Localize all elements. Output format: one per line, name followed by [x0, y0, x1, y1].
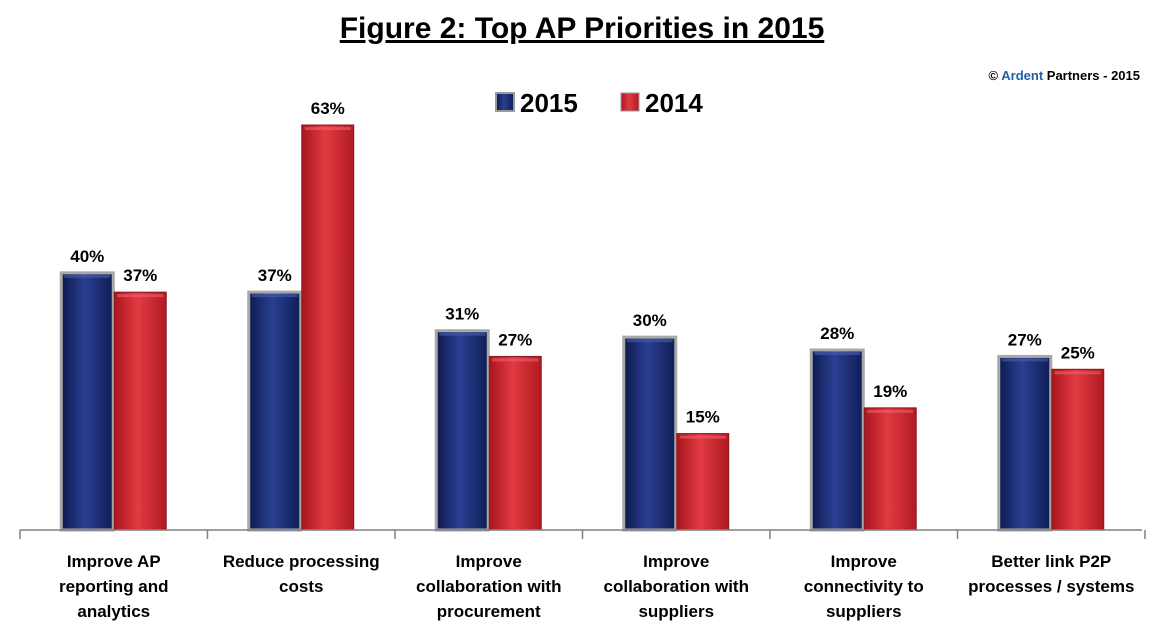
legend-label-2014: 2014	[645, 88, 703, 118]
category-label-improve-collaboration-with-suppliers: Improve collaboration with suppliers	[604, 552, 749, 621]
category-label-improve-ap-reporting-and-analytics: Improve AP reporting and analytics	[59, 552, 169, 621]
copyright-suffix: Partners - 2015	[1043, 68, 1140, 83]
bar-bevel-2014-improve-collaboration-with-procurement	[492, 358, 539, 362]
bar-bevel-2015-better-link-p2p-processes-systems	[1001, 358, 1048, 362]
category-label-improve-collaboration-with-procurement: Improve collaboration with procurement	[416, 552, 561, 621]
x-axis-ticks	[19, 530, 1146, 539]
data-label-2014-improve-connectivity-to-suppliers: 19%	[873, 382, 907, 401]
bar-2014-improve-collaboration-with-procurement	[488, 355, 542, 531]
data-label-2014-reduce-processing-costs: 63%	[311, 99, 345, 118]
data-label-2015-improve-collaboration-with-suppliers: 30%	[633, 311, 667, 330]
data-label-2015-improve-ap-reporting-and-analytics: 40%	[70, 247, 104, 266]
bar-bevel-2014-reduce-processing-costs	[304, 127, 351, 130]
bar-bevel-2015-improve-collaboration-with-suppliers	[626, 339, 673, 343]
legend-swatch-2014	[620, 92, 640, 112]
bar-bevel-2014-improve-ap-reporting-and-analytics	[117, 294, 164, 298]
data-label-2014-improve-collaboration-with-suppliers: 15%	[686, 408, 720, 427]
bar-2014-improve-connectivity-to-suppliers	[863, 407, 917, 531]
legend-swatch-2015	[495, 92, 515, 112]
category-label-improve-connectivity-to-suppliers: Improve connectivity to suppliers	[804, 552, 924, 621]
data-label-2014-improve-collaboration-with-procurement: 27%	[498, 330, 532, 349]
copyright-prefix: ©	[989, 68, 1002, 83]
legend: 2015 2014	[495, 88, 703, 118]
copyright-text: © Ardent Partners - 2015	[989, 68, 1140, 83]
bar-bevel-2014-improve-connectivity-to-suppliers	[867, 409, 914, 413]
bar-2014-better-link-p2p-processes-systems	[1051, 368, 1105, 531]
copyright-brand: Ardent	[1001, 68, 1044, 83]
bar-2014-reduce-processing-costs	[301, 124, 355, 531]
bar-bevel-2015-improve-collaboration-with-procurement	[439, 332, 486, 336]
data-label-2015-better-link-p2p-processes-systems: 27%	[1008, 330, 1042, 349]
data-label-2015-improve-connectivity-to-suppliers: 28%	[820, 324, 854, 343]
bar-2014-improve-collaboration-with-suppliers	[676, 433, 730, 531]
bar-bevel-2015-improve-connectivity-to-suppliers	[814, 352, 861, 355]
bar-bevel-2015-reduce-processing-costs	[251, 294, 298, 298]
bar-2015-improve-connectivity-to-suppliers	[809, 348, 865, 532]
category-label-better-link-p2p-processes-systems: Better link P2P processes / systems	[968, 552, 1134, 596]
category-label-reduce-processing-costs: Reduce processing costs	[223, 552, 380, 596]
bar-bevel-2015-improve-ap-reporting-and-analytics	[64, 274, 111, 278]
bar-2014-improve-ap-reporting-and-analytics	[113, 291, 167, 531]
data-label-2015-improve-collaboration-with-procurement: 31%	[445, 305, 479, 324]
bar-2015-better-link-p2p-processes-systems	[997, 354, 1053, 532]
plot-area: 40% 37% Improve AP reporting and analytics 37…	[59, 99, 1134, 621]
bar-bevel-2014-better-link-p2p-processes-systems	[1054, 371, 1101, 375]
chart-title: Figure 2: Top AP Priorities in 2015	[340, 12, 825, 45]
data-label-2014-better-link-p2p-processes-systems: 25%	[1061, 343, 1095, 362]
bar-2015-improve-ap-reporting-and-analytics	[59, 271, 115, 532]
bar-2015-reduce-processing-costs	[247, 290, 303, 532]
bar-bevel-2014-improve-collaboration-with-suppliers	[679, 435, 726, 439]
bar-2015-improve-collaboration-with-suppliers	[622, 335, 678, 532]
data-label-2014-improve-ap-reporting-and-analytics: 37%	[123, 266, 157, 285]
legend-label-2015: 2015	[520, 88, 578, 118]
bar-2015-improve-collaboration-with-procurement	[434, 329, 490, 532]
data-label-2015-reduce-processing-costs: 37%	[258, 266, 292, 285]
